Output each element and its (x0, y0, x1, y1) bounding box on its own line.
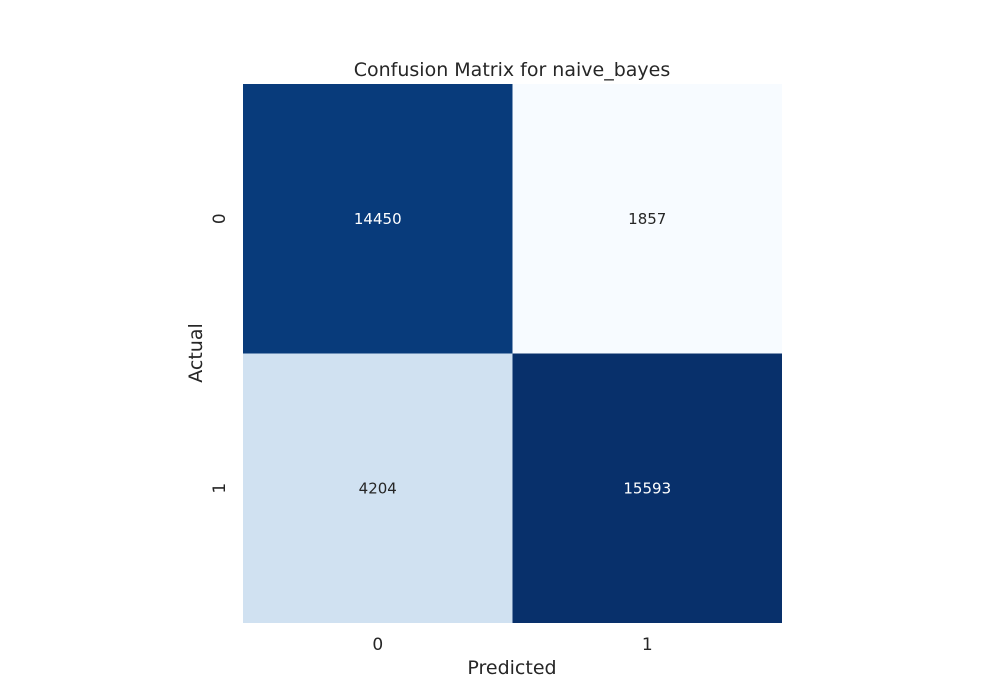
x-tick-label-0: 0 (372, 635, 383, 655)
cell-value-label-r1-c0: 4204 (359, 479, 397, 497)
y-tick-label-1: 1 (210, 483, 230, 494)
heatmap-cell-r0-c1 (512, 84, 782, 354)
cell-value-label-r0-c1: 1857 (628, 210, 666, 228)
y-tick-label-0: 0 (210, 213, 230, 224)
cell-value-label-r0-c0: 14450 (354, 210, 402, 228)
heatmap-cell-r0-c0 (243, 84, 513, 354)
y-axis-ticks: 01 (210, 213, 230, 493)
y-axis-label: Actual (185, 323, 207, 383)
cell-value-label-r1-c1: 15593 (623, 479, 671, 497)
chart-title: Confusion Matrix for naive_bayes (354, 59, 671, 81)
x-tick-label-1: 1 (642, 635, 653, 655)
heatmap-cell-r1-c1 (512, 353, 782, 623)
x-axis-label: Predicted (467, 657, 556, 679)
heatmap-cells (243, 84, 782, 623)
heatmap-cell-labels: 14450 1857 4204 15593 (354, 210, 671, 498)
heatmap-cell-r1-c0 (243, 353, 513, 623)
